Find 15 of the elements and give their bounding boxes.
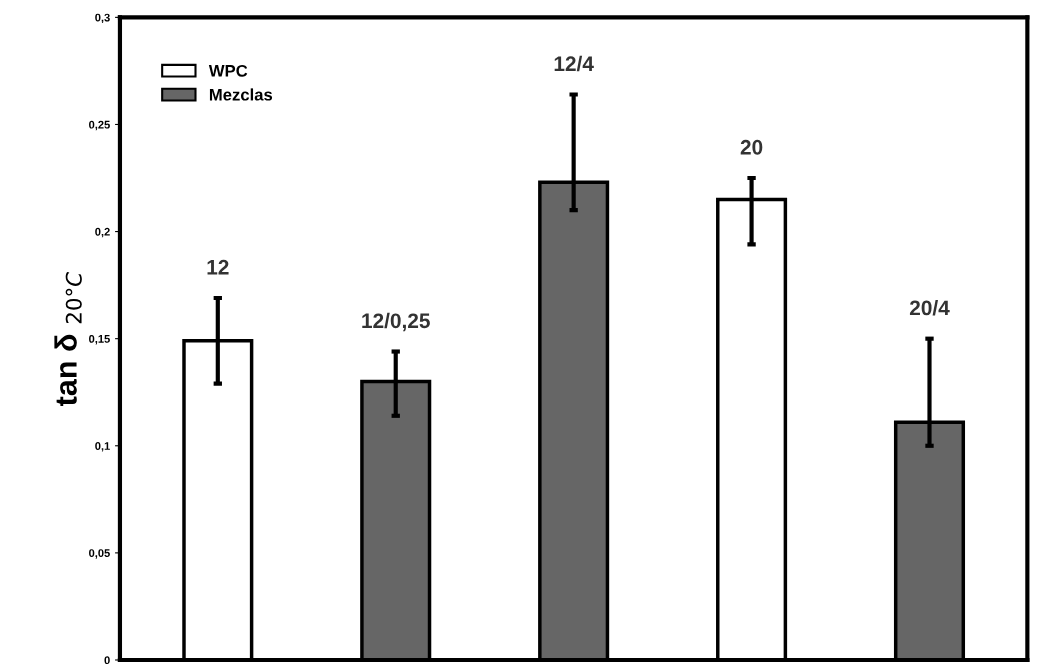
y-tick-label: 0,15 [89,334,110,345]
y-tick-label: 0 [104,656,110,665]
legend-label: Mezclas [209,88,273,101]
y-axis-title: tan δ $_{20°C}$ [54,271,82,406]
x-tick-label: 20 [740,139,763,155]
x-tick-label: 12 [207,259,229,275]
x-tick-label: 12/0,25 [362,312,430,332]
x-tick-label: 20/4 [909,299,950,316]
legend-label: WPC [208,64,248,77]
y-tick-label: 0,05 [89,549,110,559]
y-tick-label: 0,25 [89,120,110,131]
y-tick-label: 0,1 [95,442,110,452]
y-tick-label: 0,2 [95,227,110,238]
x-tick-label: 12/4 [554,55,594,72]
y-tick-label: 0,3 [95,13,110,24]
